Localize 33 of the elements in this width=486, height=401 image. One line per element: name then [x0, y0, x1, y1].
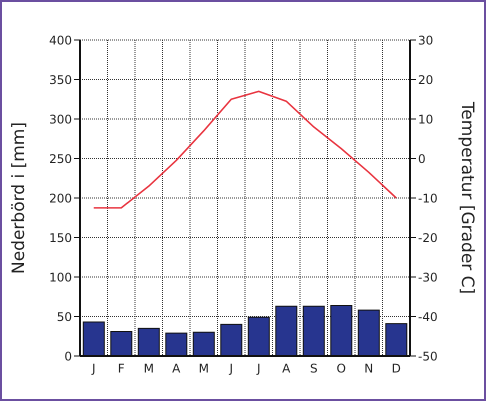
x-tick-label: J [228, 362, 234, 376]
y2-tick-label: -20 [418, 230, 438, 245]
x-tick-label: A [172, 362, 182, 376]
x-tick-label: O [336, 362, 346, 376]
y2-tick-label: 0 [418, 152, 426, 166]
y-tick-label: 100 [49, 270, 72, 284]
x-tick-label: M [198, 362, 209, 376]
line-series [92, 90, 398, 209]
y-axis-title: Nederbörd i [mm] [9, 122, 30, 274]
y-tick-label: 150 [49, 230, 72, 245]
y-tick-label: 300 [49, 112, 72, 126]
x-tick-label: J [256, 362, 261, 376]
x-tick-label: M [144, 362, 154, 376]
x-tick-label: A [282, 362, 292, 376]
y-tick-label: 200 [49, 191, 72, 206]
y2-tick-label: -30 [418, 270, 438, 284]
y-tick-label: 350 [49, 72, 72, 87]
y-tick-label: 250 [49, 152, 72, 166]
x-tick-label: S [310, 362, 318, 376]
x-tick-label: N [364, 362, 374, 376]
x-tick-label: D [392, 362, 401, 376]
y2-tick-label: -40 [418, 310, 438, 324]
y-tick-label: 400 [49, 33, 72, 48]
y2-tick-label: -50 [418, 349, 438, 364]
x-tick-label: F [118, 362, 125, 376]
y2-tick-label: -10 [418, 191, 438, 206]
y2-tick-label: 10 [418, 112, 434, 126]
y2-tick-label: 30 [418, 33, 434, 48]
y2-axis-title: Temperatur [Grader C] [456, 100, 477, 294]
x-tick-label: J [90, 362, 96, 376]
y-tick-label: 0 [64, 349, 72, 364]
y-tick-label: 50 [56, 310, 72, 324]
y2-tick-label: 20 [418, 72, 434, 87]
